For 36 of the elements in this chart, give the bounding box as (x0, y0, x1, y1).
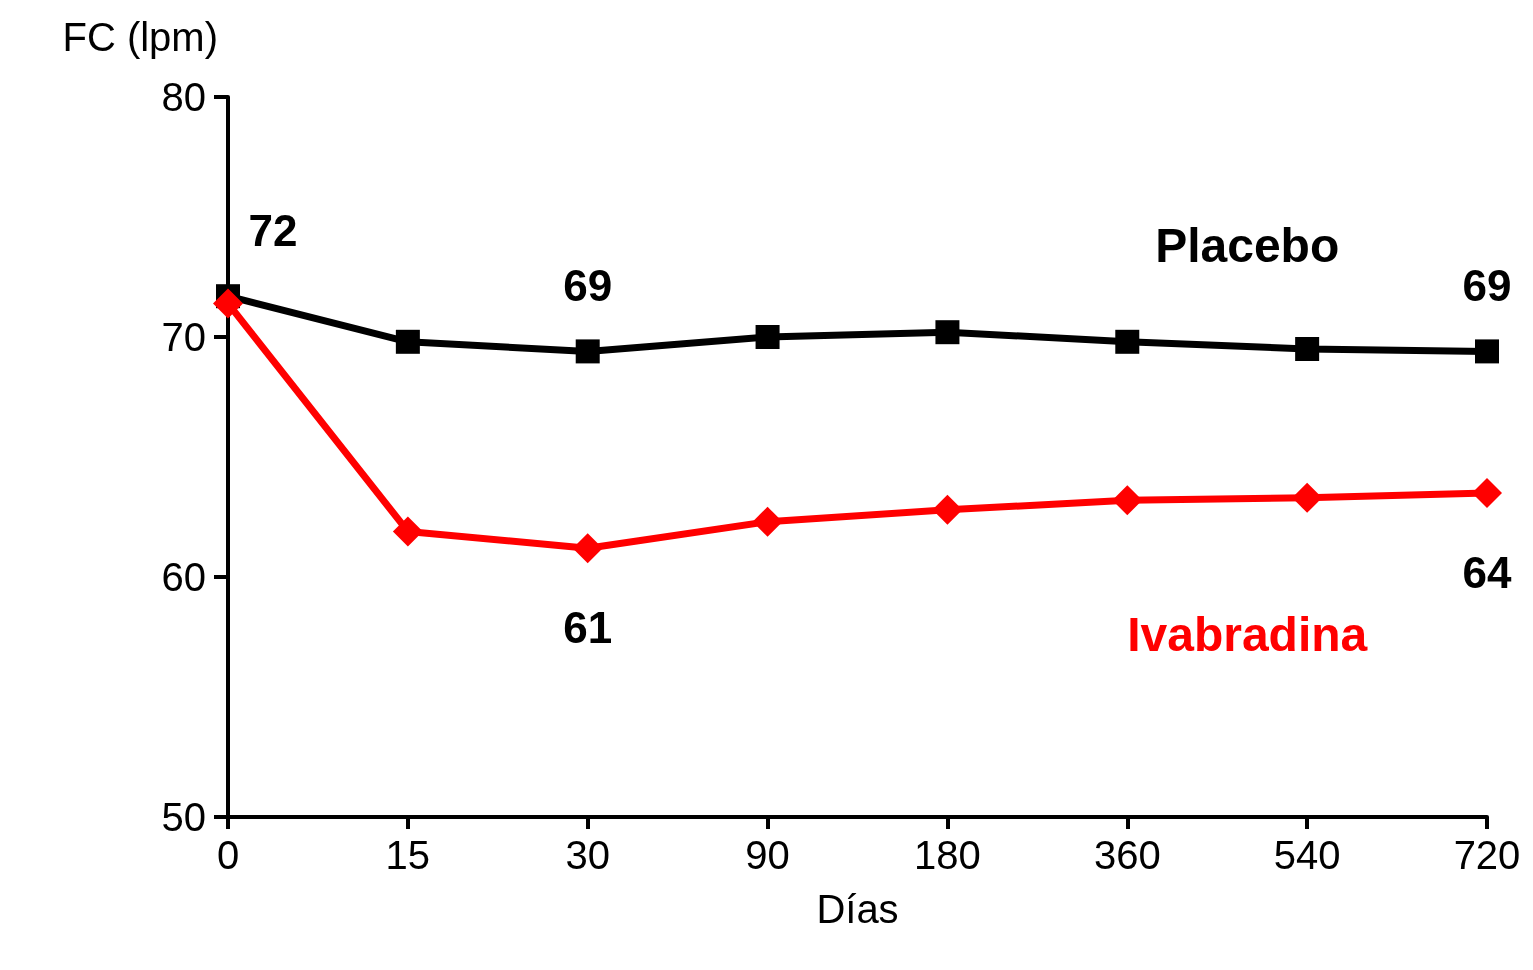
point (935, 320, 960, 345)
y-tick-label: 60 (161, 555, 206, 599)
y-tick-label: 50 (161, 795, 206, 839)
x-tick-label: 90 (745, 833, 790, 877)
point (1295, 337, 1320, 361)
point (752, 506, 783, 537)
point (1475, 339, 1499, 364)
data-label: 64 (1462, 547, 1512, 597)
point (1112, 485, 1143, 516)
y-tick-label: 80 (161, 75, 206, 119)
x-tick-label: 15 (385, 833, 431, 877)
series-label: Ivabradina (1127, 607, 1368, 661)
point (755, 325, 780, 349)
point (1472, 478, 1502, 508)
x-tick-label: 0 (216, 833, 240, 877)
point (572, 533, 603, 564)
point (1115, 329, 1140, 354)
x-axis-title: Días (816, 887, 899, 931)
point (932, 494, 963, 525)
data-label: 61 (563, 602, 613, 652)
point (395, 329, 420, 354)
y-tick-label: 70 (161, 315, 206, 359)
series-label: Placebo (1155, 218, 1340, 272)
x-tick-label: 180 (914, 833, 981, 877)
data-label: 69 (1462, 260, 1512, 310)
data-label: 72 (248, 205, 298, 255)
y-axis-title: FC (lpm) (62, 15, 218, 59)
x-tick-label: 30 (565, 833, 610, 877)
point (392, 516, 423, 547)
data-label: 69 (563, 260, 613, 310)
x-tick-label: 360 (1093, 833, 1161, 877)
point (1292, 482, 1323, 513)
x-tick-label: 540 (1273, 833, 1341, 877)
x-tick-label: 720 (1453, 833, 1521, 877)
point (575, 339, 600, 364)
point (213, 288, 243, 319)
